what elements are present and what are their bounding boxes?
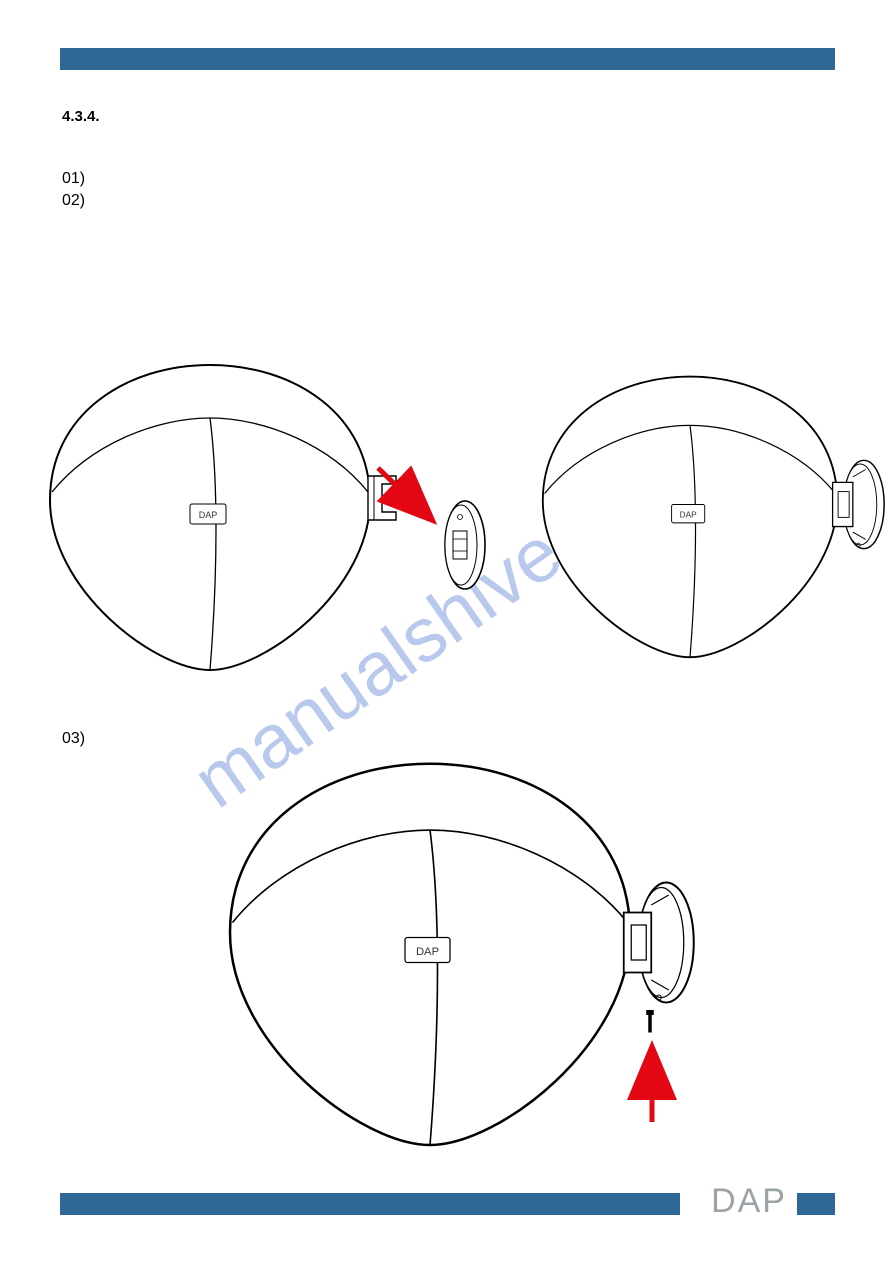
diagram-mount-disc <box>445 501 485 589</box>
diagram-speaker-step2-left <box>50 365 406 670</box>
diagram-speaker-step3 <box>230 764 694 1145</box>
diagram-canvas: DAP <box>0 0 893 1263</box>
arrow-attach-icon <box>378 468 430 518</box>
diagram-speaker-step2-right <box>543 377 884 658</box>
